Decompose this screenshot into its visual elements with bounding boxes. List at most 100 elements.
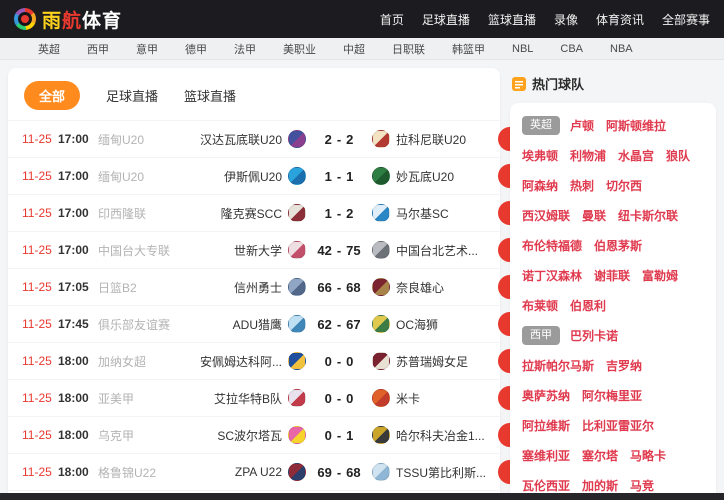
home-team-name[interactable]: SC波尔塔瓦 (217, 428, 282, 443)
team-link[interactable]: 富勒姆 (642, 269, 679, 283)
home-team-name[interactable]: 隆克赛SCC (220, 206, 282, 221)
league-filter-item[interactable]: 德甲 (185, 43, 207, 56)
team-link[interactable]: 埃弗顿 (522, 149, 559, 163)
match-time: 17:00 (58, 243, 89, 257)
home-team-name[interactable]: 汉达瓦底联U20 (199, 132, 282, 147)
match-row[interactable]: 11-25 17:00 缅甸U20 汉达瓦底联U20 2-2 拉科尼联U20 直… (8, 120, 559, 157)
home-team-badge-icon (288, 241, 306, 259)
team-link[interactable]: 切尔西 (606, 179, 643, 193)
team-link[interactable]: 布伦特福德 (522, 239, 583, 253)
team-link[interactable]: 阿斯顿维拉 (606, 119, 667, 133)
topnav-item[interactable]: 录像 (553, 12, 578, 27)
team-link[interactable]: 曼联 (582, 209, 607, 223)
tab-all[interactable]: 全部 (24, 81, 81, 110)
home-team-name[interactable]: 世新大学 (233, 243, 282, 258)
league-filter-item[interactable]: 美职业 (283, 43, 316, 56)
away-team-name[interactable]: 米卡 (396, 391, 421, 406)
team-link[interactable]: 热刺 (570, 179, 595, 193)
league-filter-item[interactable]: 法甲 (234, 43, 256, 56)
away-team-name[interactable]: 奈良雄心 (396, 280, 445, 295)
match-row[interactable]: 11-25 17:05 日篮B2 信州勇士 66-68 奈良雄心 直播中 (8, 268, 559, 305)
league-filter-item[interactable]: 日职联 (392, 43, 425, 56)
match-row[interactable]: 11-25 17:00 中国台大专联 世新大学 42-75 中国台北艺术... … (8, 231, 559, 268)
away-team-badge-icon (372, 167, 390, 185)
team-link[interactable]: 布莱顿 (522, 299, 559, 313)
team-link[interactable]: 阿拉维斯 (522, 419, 571, 433)
team-link[interactable]: 阿尔梅里亚 (582, 389, 643, 403)
topnav-item[interactable]: 首页 (379, 12, 404, 27)
away-team-name[interactable]: 拉科尼联U20 (396, 132, 467, 147)
team-link[interactable]: 卢顿 (570, 119, 595, 133)
home-team-name[interactable]: 艾拉华特B队 (213, 391, 282, 406)
away-team-name[interactable]: OC海狮 (396, 317, 439, 332)
topnav-item[interactable]: 全部赛事 (661, 12, 710, 27)
match-score: 2-2 (312, 132, 366, 147)
team-link[interactable]: 狼队 (666, 149, 691, 163)
league-filter-item[interactable]: 意甲 (136, 43, 158, 56)
league-tag[interactable]: 西甲 (522, 326, 560, 346)
league-filter-item[interactable]: 西甲 (87, 43, 109, 56)
team-link[interactable]: 瓦伦西亚 (522, 479, 571, 493)
away-score: 0 (346, 390, 354, 406)
team-link[interactable]: 利物浦 (570, 149, 607, 163)
team-link[interactable]: 谢菲联 (594, 269, 631, 283)
match-row[interactable]: 11-25 17:45 俱乐部友谊赛 ADU猎鹰 62-67 OC海狮 直播中 (8, 305, 559, 342)
away-team-name[interactable]: 中国台北艺术... (396, 243, 479, 258)
team-link[interactable]: 诺丁汉森林 (522, 269, 583, 283)
match-league: 日篮B2 (98, 280, 137, 295)
match-date: 11-25 (22, 354, 52, 368)
team-link[interactable]: 巴列卡诺 (570, 329, 619, 343)
team-link[interactable]: 阿森纳 (522, 179, 559, 193)
league-filter-item[interactable]: NBL (512, 42, 534, 55)
score-separator: - (336, 131, 342, 147)
league-filter-item[interactable]: NBA (610, 42, 633, 55)
match-date: 11-25 (22, 243, 52, 257)
match-row[interactable]: 11-25 17:00 缅甸U20 伊斯佩U20 1-1 妙瓦底U20 直播中 (8, 157, 559, 194)
match-row[interactable]: 11-25 18:00 加纳女超 安佩姆达科阿... 0-0 苏普瑞姆女足 直播… (8, 342, 559, 379)
team-link[interactable]: 马竞 (630, 479, 655, 493)
team-link[interactable]: 奥萨苏纳 (522, 389, 571, 403)
team-link[interactable]: 塞维利亚 (522, 449, 571, 463)
home-team-name[interactable]: 信州勇士 (233, 280, 282, 295)
away-team-name[interactable]: 妙瓦底U20 (396, 169, 455, 184)
home-team-name[interactable]: ADU猎鹰 (232, 317, 282, 332)
topnav-item[interactable]: 体育资讯 (595, 12, 644, 27)
league-filter-item[interactable]: 韩篮甲 (452, 43, 485, 56)
team-link[interactable]: 西汉姆联 (522, 209, 571, 223)
match-row[interactable]: 11-25 17:00 印西隆联 隆克赛SCC 1-2 马尔基SC 直播中 (8, 194, 559, 231)
topnav-item[interactable]: 篮球直播 (487, 12, 536, 27)
team-link[interactable]: 伯恩茅斯 (594, 239, 643, 253)
league-filter-item[interactable]: 英超 (38, 43, 60, 56)
league-tag[interactable]: 英超 (522, 116, 560, 136)
home-team-name[interactable]: ZPA U22 (234, 465, 282, 479)
league-filter-item[interactable]: CBA (560, 42, 584, 55)
team-link[interactable]: 伯恩利 (570, 299, 607, 313)
score-separator: - (336, 353, 342, 369)
home-team-name[interactable]: 安佩姆达科阿... (199, 354, 282, 369)
away-team-name[interactable]: 马尔基SC (396, 206, 449, 221)
topnav-item[interactable]: 足球直播 (421, 12, 470, 27)
team-link[interactable]: 拉斯帕尔马斯 (522, 359, 595, 373)
team-link[interactable]: 马略卡 (630, 449, 667, 463)
score-separator: - (336, 316, 342, 332)
match-row[interactable]: 11-25 18:00 乌克甲 SC波尔塔瓦 0-1 哈尔科夫冶金1... 直播… (8, 416, 559, 453)
home-team-name[interactable]: 伊斯佩U20 (223, 169, 282, 184)
match-row[interactable]: 11-25 18:00 亚美甲 艾拉华特B队 0-0 米卡 直播中 (8, 379, 559, 416)
match-date: 11-25 (22, 428, 52, 442)
league-team-group: 西甲 巴列卡诺拉斯帕尔马斯 吉罗纳奥萨苏纳 阿尔梅里亚阿拉维斯 比利亚雷亚尔塞维利亚 塞尔… (522, 321, 704, 500)
match-time: 18:00 (58, 428, 89, 442)
site-logo[interactable]: 雨航体育 (14, 6, 122, 33)
team-link[interactable]: 水晶宫 (618, 149, 655, 163)
league-filter-item[interactable]: 中超 (343, 43, 365, 56)
tab-football-live[interactable]: 足球直播 (106, 86, 158, 105)
tab-basketball-live[interactable]: 篮球直播 (184, 86, 236, 105)
away-team-name[interactable]: 哈尔科夫冶金1... (396, 428, 485, 443)
away-team-name[interactable]: 苏普瑞姆女足 (396, 354, 469, 369)
team-link[interactable]: 比利亚雷亚尔 (582, 419, 655, 433)
team-link[interactable]: 吉罗纳 (606, 359, 643, 373)
match-row[interactable]: 11-25 18:00 格鲁锦U22 ZPA U22 69-68 TSSU第比利… (8, 453, 559, 490)
team-link[interactable]: 塞尔塔 (582, 449, 619, 463)
team-link[interactable]: 纽卡斯尔联 (618, 209, 679, 223)
away-team-name[interactable]: TSSU第比利斯... (396, 465, 487, 480)
team-link[interactable]: 加的斯 (582, 479, 619, 493)
